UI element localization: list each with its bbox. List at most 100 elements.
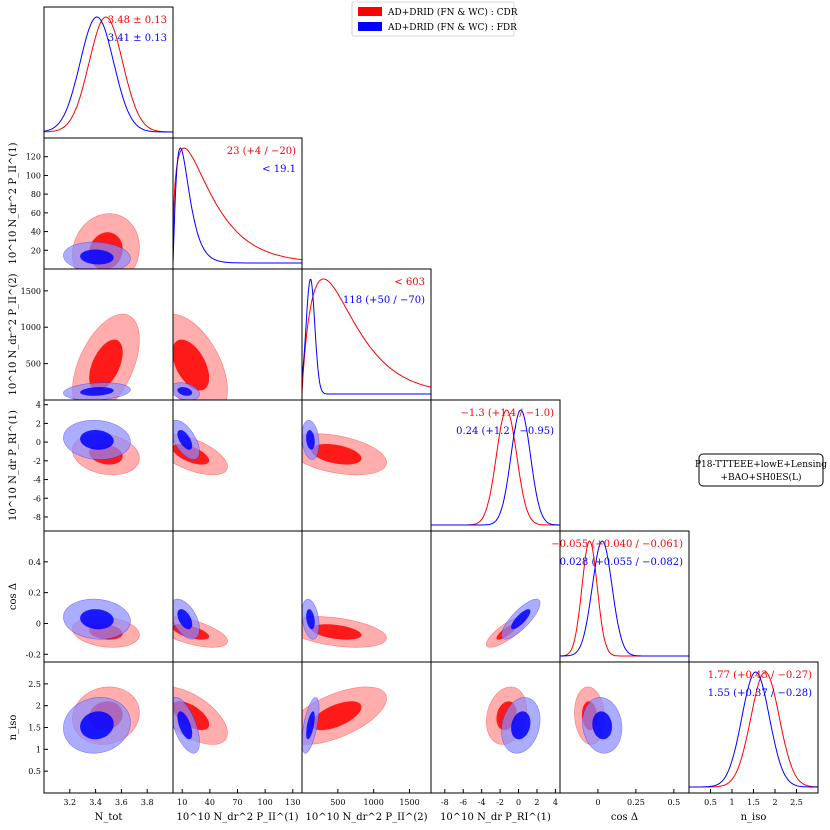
summary-label-N_tot-0: 3.48 ± 0.13 xyxy=(108,15,167,26)
y-tick-label: 2 xyxy=(36,702,41,711)
panel-Pii1-N_tot: 20 40 60 80 100 120 10^10 N_dr^2 P_II^(1) xyxy=(8,137,174,270)
panel-plot-area xyxy=(173,686,228,754)
x-tick-label: 2.5 xyxy=(790,798,803,807)
summary-label-PRI1-1: 0.24 (+1.2 / −0.95) xyxy=(456,426,554,437)
contour-1sigma-1 xyxy=(511,711,531,740)
y-tick-label: -0.2 xyxy=(26,650,41,659)
dataset-label-line1: P18-TTTEEE+lowE+Lensing xyxy=(695,460,827,470)
legend-label-cdr: AD+DRID (FN & WC) : CDR xyxy=(387,7,518,18)
panel-plot-area xyxy=(63,598,140,648)
y-tick-label: 500 xyxy=(26,360,41,369)
x-axis-label-N_tot: N_tot xyxy=(95,812,123,823)
x-tick-label: 500 xyxy=(330,798,345,807)
panel-niso-N_tot: 3.2 3.4 3.6 3.8 N_tot 0.5 1 1.5 2 2.5 n_iso xyxy=(8,661,174,823)
x-tick-label: -6 xyxy=(459,798,467,807)
panel-PRI1-Pii2 xyxy=(301,399,432,532)
summary-label-niso-1: 1.55 (+0.37 / −0.28) xyxy=(708,688,812,699)
x-tick-label: 40 xyxy=(205,798,215,807)
contour-1sigma-1 xyxy=(80,430,114,450)
marginal-curve-Pii1-0 xyxy=(173,147,302,264)
summary-label-Pii2-0: < 603 xyxy=(394,277,425,288)
panel-frame xyxy=(688,661,819,794)
y-tick-label: -6 xyxy=(33,494,41,503)
y-tick-label: 0.5 xyxy=(28,767,41,776)
contour-1sigma-1 xyxy=(592,711,612,740)
panel-plot-area xyxy=(302,686,387,754)
legend-swatch-cdr xyxy=(358,7,382,16)
panel-plot-area xyxy=(63,313,140,400)
legend-label-fdr: AD+DRID (FN & WC) : FDR xyxy=(387,22,517,33)
y-tick-label: 0 xyxy=(36,438,41,447)
panel-PRI1-PRI1: −1.3 (+1.4 / −1.0) 0.24 (+1.2 / −0.95) xyxy=(430,399,561,532)
y-tick-label: 1000 xyxy=(21,323,41,332)
panel-Pii2-Pii1 xyxy=(172,268,303,401)
y-tick-label: 100 xyxy=(26,171,41,180)
panel-plot-area xyxy=(63,686,140,754)
contour-1sigma-1 xyxy=(177,609,193,630)
legend-swatch-fdr xyxy=(358,22,382,31)
panel-plot-area xyxy=(689,671,818,788)
panel-PRI1-N_tot: -8 -6 -4 -2 0 2 4 10^10 N_dr P_RI^(1) xyxy=(8,399,174,532)
marginal-curve-cosD-1 xyxy=(560,540,689,657)
y-axis-label-cosD: cos Δ xyxy=(8,583,19,610)
panel-Pii1-Pii1: 23 (+4 / −20) < 19.1 xyxy=(172,137,303,270)
y-tick-label: 4 xyxy=(36,401,41,410)
panel-cosD-PRI1 xyxy=(430,530,561,663)
y-tick-label: -4 xyxy=(33,476,41,485)
contour-1sigma-0 xyxy=(173,339,210,391)
contour-1sigma-1 xyxy=(80,711,114,740)
panel-frame xyxy=(43,6,174,139)
x-tick-label: 1000 xyxy=(363,798,383,807)
contour-1sigma-0 xyxy=(311,444,362,465)
summary-label-PRI1-0: −1.3 (+1.4 / −1.0) xyxy=(460,408,554,419)
contour-1sigma-1 xyxy=(80,387,114,396)
marginal-curve-N_tot-1 xyxy=(44,16,173,133)
panel-plot-area xyxy=(63,213,140,269)
panel-plot-area xyxy=(44,16,173,133)
marginal-curve-Pii2-0 xyxy=(302,278,431,395)
y-tick-label: 20 xyxy=(31,246,41,255)
panel-frame xyxy=(559,530,690,663)
contour-1sigma-1 xyxy=(80,249,114,265)
x-axis-label-Pii1: 10^10 N_dr^2 P_II^(1) xyxy=(176,812,298,823)
summary-label-Pii2-1: 118 (+50 / −70) xyxy=(343,295,425,306)
x-axis-label-Pii2: 10^10 N_dr^2 P_II^(2) xyxy=(305,812,427,823)
marginal-curve-niso-1 xyxy=(689,671,818,788)
summary-label-Pii1-0: 23 (+4 / −20) xyxy=(227,146,296,157)
contour-1sigma-1 xyxy=(306,711,315,740)
summary-label-Pii1-1: < 19.1 xyxy=(262,164,296,175)
panel-grid: 3.48 ± 0.13 3.41 ± 0.13 2040608010012010^1… xyxy=(8,6,819,823)
contour-1sigma-1 xyxy=(80,609,114,630)
contour-1sigma-1 xyxy=(306,609,315,630)
summary-label-N_tot-1: 3.41 ± 0.13 xyxy=(108,33,167,44)
x-tick-label: 3.4 xyxy=(89,798,102,807)
y-axis-label-niso: n_iso xyxy=(8,715,19,741)
y-tick-label: 1500 xyxy=(21,287,41,296)
x-tick-label: 0 xyxy=(595,798,600,807)
panel-cosD-cosD: −0.055 (+0.040 / −0.061) 0.028 (+0.055 / … xyxy=(551,530,690,663)
y-tick-label: -2 xyxy=(33,457,41,466)
panel-cosD-Pii1 xyxy=(172,530,303,663)
panel-plot-area xyxy=(302,598,387,648)
panel-plot-area xyxy=(574,686,623,754)
panel-plot-area xyxy=(302,419,387,476)
panel-plot-area xyxy=(63,419,140,476)
panel-niso-niso: 1.77 (+0.43 / −0.27) 1.55 (+0.37 / −0.28)… xyxy=(688,661,819,823)
x-tick-label: 2 xyxy=(534,798,539,807)
contour-1sigma-1 xyxy=(511,609,531,630)
dataset-label-line2: +BAO+SH0ES(L) xyxy=(720,472,801,483)
contour-1sigma-1 xyxy=(177,711,193,740)
summary-label-cosD-0: −0.055 (+0.040 / −0.061) xyxy=(551,539,683,550)
panel-plot-area xyxy=(486,598,541,648)
x-tick-label: 3.6 xyxy=(115,798,128,807)
x-axis-label-niso: n_iso xyxy=(741,812,767,823)
panel-plot-area xyxy=(560,540,689,657)
panel-PRI1-Pii1 xyxy=(172,399,303,532)
x-tick-label: 1500 xyxy=(399,798,419,807)
contour-1sigma-1 xyxy=(177,430,193,450)
x-tick-label: -4 xyxy=(478,798,486,807)
marginal-curve-N_tot-0 xyxy=(44,16,173,133)
dataset-label-box: P18-TTTEEE+lowE+Lensing +BAO+SH0ES(L) xyxy=(695,453,827,487)
y-tick-label: 0 xyxy=(36,619,41,628)
